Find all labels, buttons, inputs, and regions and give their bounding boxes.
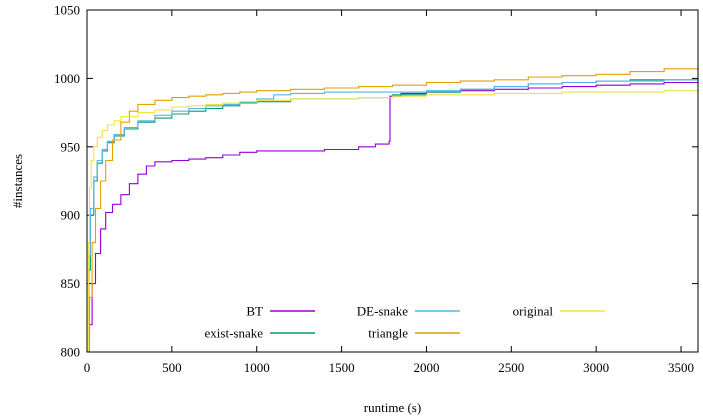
legend-label-de-snake: DE-snake [357,304,408,319]
x-tick-label: 2000 [413,360,439,375]
legend-label-original: original [513,304,554,319]
legend-label-bt: BT [246,304,263,319]
y-axis-label: #instances [10,154,25,208]
y-tick-label: 1000 [54,71,80,86]
y-tick-label: 1050 [54,3,80,18]
y-tick-label: 900 [61,208,81,223]
series-lines [87,66,699,353]
plot-frame [86,9,699,353]
series-line-bt [87,81,699,353]
y-tick-label: 850 [61,276,81,291]
x-tick-label: 3500 [668,360,694,375]
legend: BT exist-snake DE-snake triangle original [205,304,605,341]
x-tick-label: 3000 [583,360,609,375]
legend-label-exist-snake: exist-snake [205,326,264,341]
x-axis-label: runtime (s) [364,400,421,415]
y-tick-label: 800 [61,345,81,360]
x-tick-label: 1000 [244,360,270,375]
x-tick-label: 0 [84,360,91,375]
x-tick-label: 1500 [329,360,355,375]
series-line-original [87,90,698,353]
series-line-triangle [87,66,699,353]
x-tick-label: 500 [162,360,182,375]
legend-label-triangle: triangle [368,326,408,341]
axis-ticks: 0 500 1000 1500 2000 2500 3000 3500 800 850 900 950… [54,3,698,375]
y-tick-label: 950 [61,139,81,154]
x-tick-label: 2500 [498,360,524,375]
